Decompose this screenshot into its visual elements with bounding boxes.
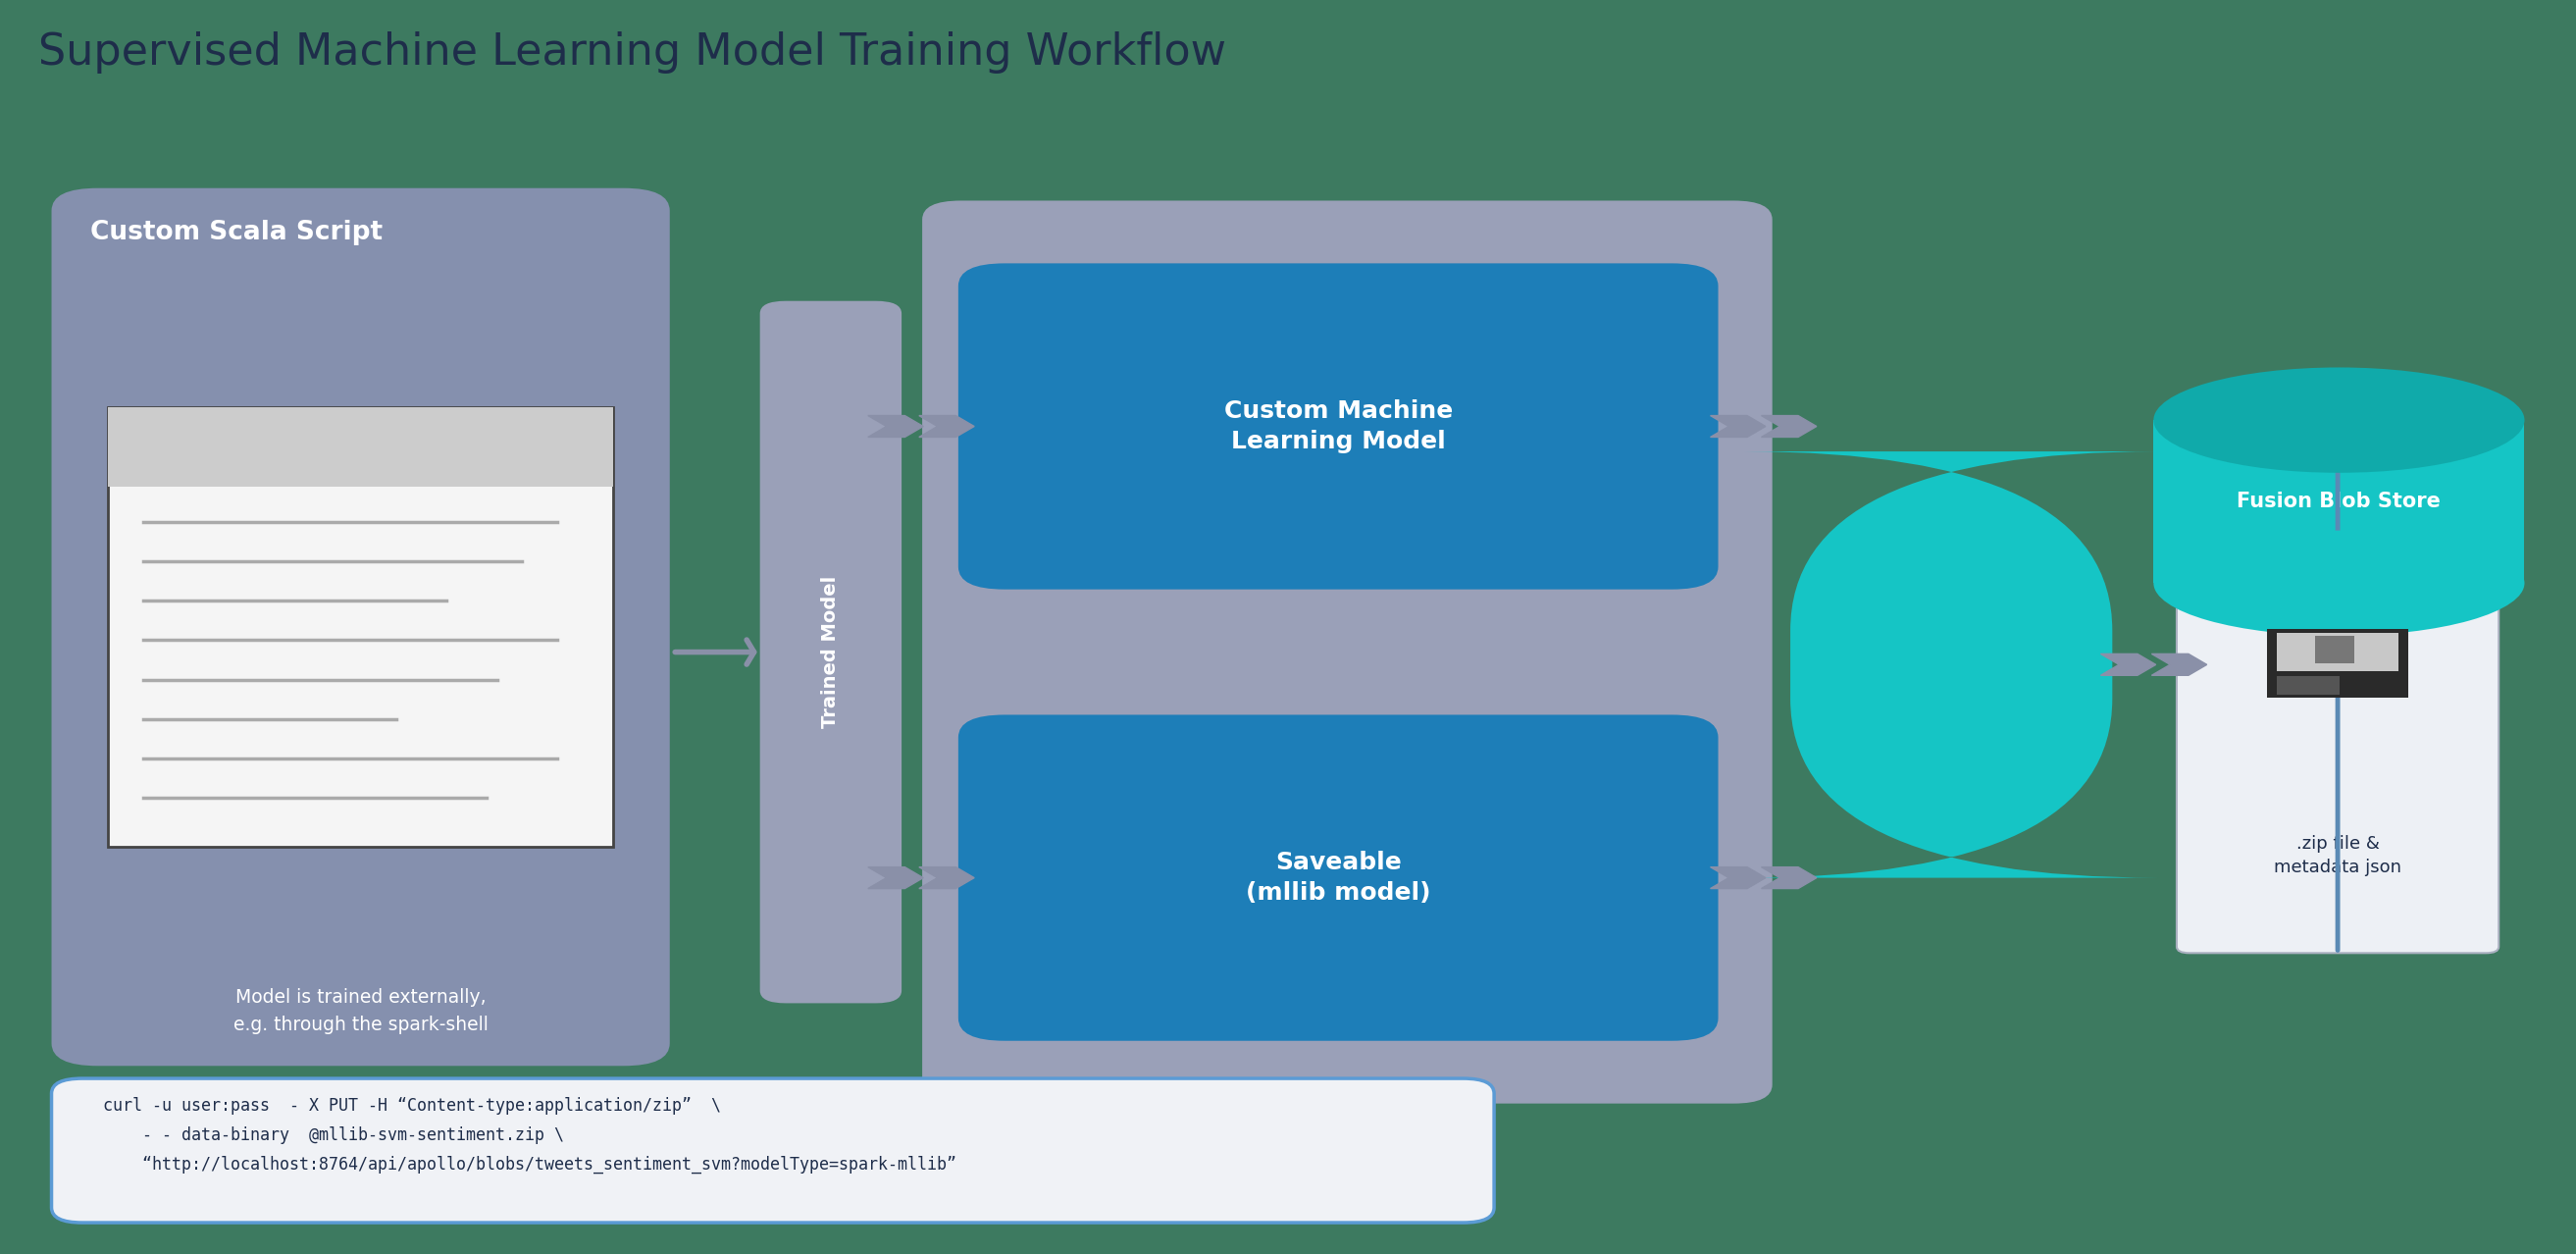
Text: Custom Machine
Learning Model: Custom Machine Learning Model — [1224, 399, 1453, 454]
Bar — [2277, 633, 2398, 671]
Text: Custom Scala Script: Custom Scala Script — [90, 219, 384, 245]
Text: curl -u user:pass  - X PUT -H “Content-type:application/zip”  \
    - - data-bin: curl -u user:pass - X PUT -H “Content-ty… — [103, 1097, 956, 1174]
FancyBboxPatch shape — [52, 188, 670, 1066]
Polygon shape — [920, 867, 974, 889]
Bar — [2267, 628, 2409, 697]
Bar — [2154, 420, 2524, 583]
Polygon shape — [920, 415, 974, 438]
Text: Trained Model: Trained Model — [822, 576, 840, 729]
Bar — [2316, 636, 2354, 663]
FancyBboxPatch shape — [760, 301, 902, 1003]
Polygon shape — [2151, 653, 2208, 676]
FancyBboxPatch shape — [958, 263, 1718, 589]
FancyBboxPatch shape — [52, 1078, 1494, 1223]
FancyBboxPatch shape — [1744, 451, 2159, 878]
Bar — [108, 408, 613, 487]
Polygon shape — [868, 867, 922, 889]
Text: Saveable
(mllib model): Saveable (mllib model) — [1247, 850, 1430, 905]
Text: Fusion API
Service: Fusion API Service — [1883, 637, 2020, 692]
Polygon shape — [1762, 867, 1816, 889]
FancyBboxPatch shape — [958, 715, 1718, 1041]
Polygon shape — [868, 415, 922, 438]
FancyBboxPatch shape — [2177, 527, 2499, 953]
Ellipse shape — [2154, 530, 2524, 636]
Text: Fusion Blob Store: Fusion Blob Store — [2236, 492, 2442, 512]
Polygon shape — [2099, 653, 2156, 676]
Text: Model is trained externally,
e.g. through the spark-shell: Model is trained externally, e.g. throug… — [234, 988, 487, 1035]
Bar — [2277, 676, 2339, 695]
Polygon shape — [1710, 415, 1765, 438]
Polygon shape — [1710, 867, 1765, 889]
Bar — [108, 408, 613, 846]
FancyBboxPatch shape — [922, 201, 1772, 1104]
Ellipse shape — [2154, 367, 2524, 473]
Text: Supervised Machine Learning Model Training Workflow: Supervised Machine Learning Model Traini… — [39, 31, 1226, 74]
Text: .zip file &
metadata json: .zip file & metadata json — [2275, 835, 2401, 877]
Polygon shape — [1762, 415, 1816, 438]
